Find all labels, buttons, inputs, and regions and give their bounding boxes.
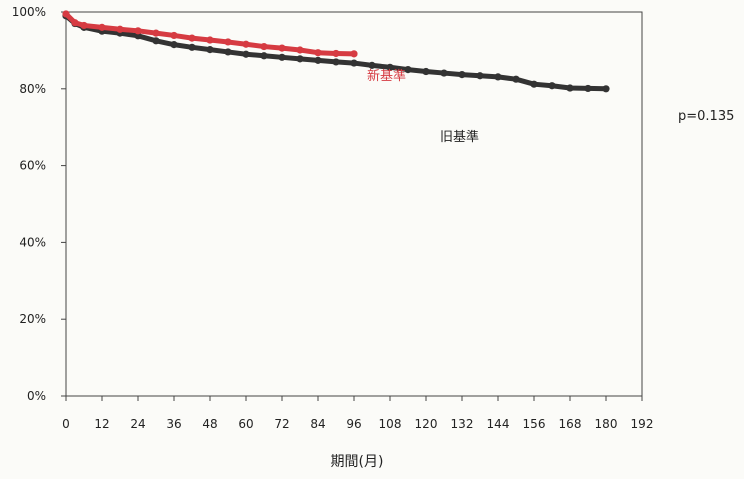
data-point-kyu <box>476 72 484 80</box>
x-tick-label: 72 <box>274 417 289 431</box>
data-point-kyu <box>260 52 268 60</box>
data-point-kyu <box>152 37 160 45</box>
data-point-kyu <box>512 75 520 83</box>
data-point-shin <box>188 34 196 42</box>
data-point-shin <box>116 25 124 33</box>
x-tick-label: 60 <box>238 417 253 431</box>
data-point-kyu <box>134 32 142 40</box>
x-tick-label: 120 <box>415 417 438 431</box>
data-point-kyu <box>494 73 502 81</box>
x-tick-label: 144 <box>487 417 510 431</box>
data-point-shin <box>332 49 340 58</box>
data-point-shin <box>260 42 268 51</box>
x-tick-label: 0 <box>62 417 70 431</box>
data-point-kyu <box>278 53 286 61</box>
data-point-shin <box>314 49 322 57</box>
data-point-kyu <box>170 41 178 49</box>
data-point-kyu <box>224 48 232 56</box>
data-point-kyu <box>350 59 358 67</box>
data-point-shin <box>170 31 178 40</box>
data-point-shin <box>206 36 214 44</box>
data-point-kyu <box>548 82 556 90</box>
data-point-kyu <box>188 43 196 51</box>
data-point-kyu <box>602 85 610 93</box>
data-point-kyu <box>566 84 574 92</box>
y-tick-label: 80% <box>19 82 46 96</box>
data-point-kyu <box>332 58 340 66</box>
series-label-shin: 新基準 <box>367 68 406 84</box>
data-point-shin <box>152 29 160 37</box>
y-tick-label: 0% <box>27 389 46 403</box>
x-tick-label: 48 <box>202 417 217 431</box>
y-tick-label: 60% <box>19 159 46 173</box>
data-point-kyu <box>530 80 538 88</box>
y-tick-label: 20% <box>19 312 46 326</box>
data-point-shin <box>296 46 304 54</box>
data-point-shin <box>134 27 142 35</box>
data-point-kyu <box>296 55 304 63</box>
x-tick-label: 132 <box>451 417 474 431</box>
y-tick-label: 40% <box>19 235 46 249</box>
x-tick-label: 180 <box>595 417 618 431</box>
data-point-shin <box>224 38 232 46</box>
x-tick-label: 12 <box>94 417 109 431</box>
x-tick-label: 36 <box>166 417 181 431</box>
data-point-kyu <box>314 56 322 64</box>
data-point-kyu <box>584 84 592 93</box>
data-point-shin <box>242 40 250 48</box>
data-point-kyu <box>458 70 466 79</box>
data-point-kyu <box>206 46 214 54</box>
x-tick-label: 24 <box>130 417 145 431</box>
data-point-shin <box>71 19 79 27</box>
series-label-kyu: 旧基準 <box>440 129 479 145</box>
data-point-shin <box>278 44 286 52</box>
x-tick-label: 192 <box>631 417 654 431</box>
x-axis-title: 期間(月) <box>331 454 384 470</box>
data-point-shin <box>80 21 88 30</box>
data-point-kyu <box>422 67 430 76</box>
data-point-kyu <box>440 69 448 77</box>
x-tick-label: 168 <box>559 417 582 431</box>
data-point-shin <box>98 23 106 31</box>
data-point-kyu <box>368 61 376 69</box>
data-point-kyu <box>386 63 394 71</box>
plot-area <box>65 11 643 397</box>
data-point-shin <box>62 10 70 18</box>
x-tick-label: 84 <box>310 417 325 431</box>
x-tick-label: 156 <box>523 417 546 431</box>
x-tick-label: 96 <box>346 417 361 431</box>
y-tick-label: 100% <box>12 5 46 19</box>
data-point-shin <box>350 50 358 58</box>
x-tick-label: 108 <box>379 417 402 431</box>
data-point-kyu <box>242 50 250 58</box>
data-point-kyu <box>404 66 412 74</box>
p-value-annotation: p=0.135 <box>678 109 734 124</box>
